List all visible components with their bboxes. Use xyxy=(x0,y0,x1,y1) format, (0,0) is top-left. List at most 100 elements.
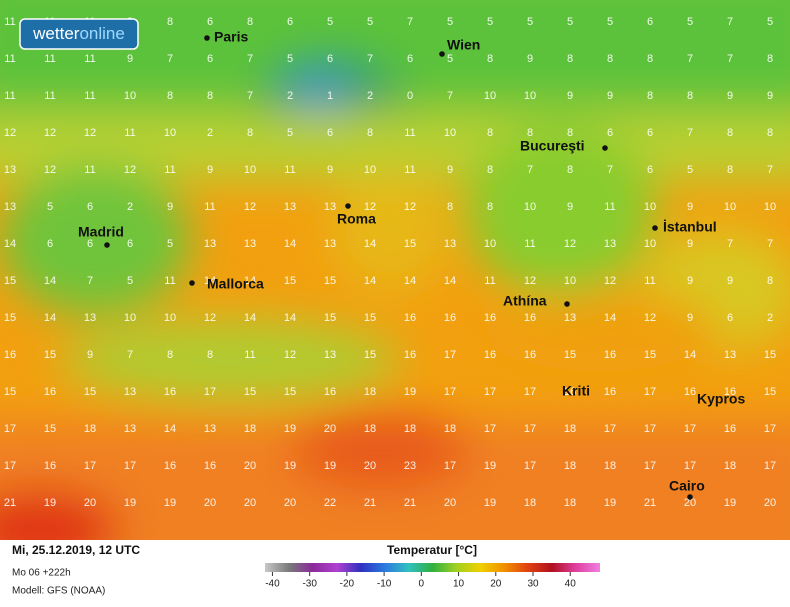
logo-part: online xyxy=(79,24,124,43)
grid-value: 21 xyxy=(404,497,416,509)
logo-text: wetteronline xyxy=(32,24,125,43)
grid-value: 6 xyxy=(87,238,93,250)
grid-value: 11 xyxy=(4,16,15,28)
grid-value: 16 xyxy=(404,349,416,361)
grid-value: 12 xyxy=(204,312,216,324)
grid-value: 9 xyxy=(127,53,133,65)
grid-value: 17 xyxy=(684,423,696,435)
grid-value: 12 xyxy=(604,275,616,287)
grid-value: 16 xyxy=(684,386,696,398)
legend-tick-label: 40 xyxy=(565,579,577,590)
grid-value: 15 xyxy=(4,386,16,398)
grid-value: 9 xyxy=(527,53,533,65)
grid-value: 14 xyxy=(364,238,376,250)
grid-value: 6 xyxy=(327,127,333,139)
grid-value: 11 xyxy=(4,53,15,65)
grid-value: 10 xyxy=(524,90,536,102)
city-dot xyxy=(204,35,210,41)
grid-value: 16 xyxy=(164,386,176,398)
grid-value: 10 xyxy=(164,127,176,139)
grid-value: 8 xyxy=(647,53,653,65)
grid-value: 6 xyxy=(647,16,653,28)
grid-value: 10 xyxy=(644,201,656,213)
grid-value: 8 xyxy=(487,127,493,139)
grid-value: 16 xyxy=(724,386,736,398)
grid-value: 15 xyxy=(364,312,376,324)
grid-value: 19 xyxy=(124,497,136,509)
grid-value: 14 xyxy=(444,275,456,287)
city-label: Wien xyxy=(447,37,480,53)
grid-value: 19 xyxy=(404,386,416,398)
grid-value: 12 xyxy=(4,127,16,139)
grid-value: 17 xyxy=(524,386,536,398)
grid-value: 15 xyxy=(324,312,336,324)
grid-value: 9 xyxy=(167,201,173,213)
grid-value: 5 xyxy=(447,53,453,65)
city-dot xyxy=(345,203,351,209)
grid-value: 5 xyxy=(127,275,133,287)
grid-value: 14 xyxy=(284,238,296,250)
legend-tick-label: 20 xyxy=(490,579,502,590)
grid-value: 13 xyxy=(324,349,336,361)
grid-value: 15 xyxy=(4,275,16,287)
grid-value: 16 xyxy=(444,312,456,324)
grid-value: 14 xyxy=(204,275,216,287)
grid-value: 13 xyxy=(84,312,96,324)
grid-value: 0 xyxy=(407,90,413,102)
grid-value: 11 xyxy=(124,127,135,139)
grid-value: 19 xyxy=(164,497,176,509)
grid-value: 6 xyxy=(607,127,613,139)
grid-value: 13 xyxy=(4,201,16,213)
grid-value: 17 xyxy=(764,460,776,472)
grid-value: 7 xyxy=(767,164,773,176)
grid-value: 13 xyxy=(604,238,616,250)
grid-value: 12 xyxy=(124,164,136,176)
grid-value: 12 xyxy=(84,127,96,139)
grid-value: 17 xyxy=(484,423,496,435)
grid-value: 11 xyxy=(204,201,215,213)
grid-value: 11 xyxy=(644,275,655,287)
grid-value: 5 xyxy=(287,53,293,65)
grid-value: 10 xyxy=(164,312,176,324)
grid-value: 7 xyxy=(247,90,253,102)
grid-value: 8 xyxy=(487,201,493,213)
grid-value: 7 xyxy=(727,53,733,65)
grid-value: 19 xyxy=(484,497,496,509)
legend-tick-label: -30 xyxy=(302,579,317,590)
grid-value: 18 xyxy=(564,423,576,435)
temperature-field: 1111119868655755555657511111197675676589… xyxy=(0,0,790,540)
grid-value: 18 xyxy=(364,386,376,398)
grid-value: 6 xyxy=(127,238,133,250)
grid-value: 11 xyxy=(244,349,255,361)
grid-value: 5 xyxy=(687,164,693,176)
grid-value: 18 xyxy=(524,497,536,509)
grid-value: 8 xyxy=(247,16,253,28)
grid-value: 14 xyxy=(604,312,616,324)
grid-value: 16 xyxy=(524,349,536,361)
color-scale xyxy=(265,563,600,572)
grid-value: 12 xyxy=(44,164,56,176)
grid-value: 18 xyxy=(564,460,576,472)
grid-value: 20 xyxy=(244,497,256,509)
legend-title: Temperatur [°C] xyxy=(387,543,477,557)
grid-value: 9 xyxy=(687,312,693,324)
grid-value: 16 xyxy=(404,312,416,324)
grid-value: 16 xyxy=(44,460,56,472)
grid-value: 13 xyxy=(284,201,296,213)
grid-value: 19 xyxy=(284,423,296,435)
grid-value: 6 xyxy=(207,53,213,65)
grid-value: 7 xyxy=(367,53,373,65)
grid-value: 8 xyxy=(167,349,173,361)
grid-value: 15 xyxy=(84,386,96,398)
footer-run: Mo 06 +222h xyxy=(12,568,71,579)
grid-value: 8 xyxy=(447,201,453,213)
grid-value: 5 xyxy=(687,16,693,28)
grid-value: 2 xyxy=(287,90,293,102)
grid-value: 19 xyxy=(604,497,616,509)
grid-value: 5 xyxy=(527,16,533,28)
grid-value: 16 xyxy=(204,460,216,472)
grid-value: 8 xyxy=(687,90,693,102)
grid-value: 8 xyxy=(767,127,773,139)
grid-value: 10 xyxy=(724,201,736,213)
grid-value: 10 xyxy=(564,275,576,287)
